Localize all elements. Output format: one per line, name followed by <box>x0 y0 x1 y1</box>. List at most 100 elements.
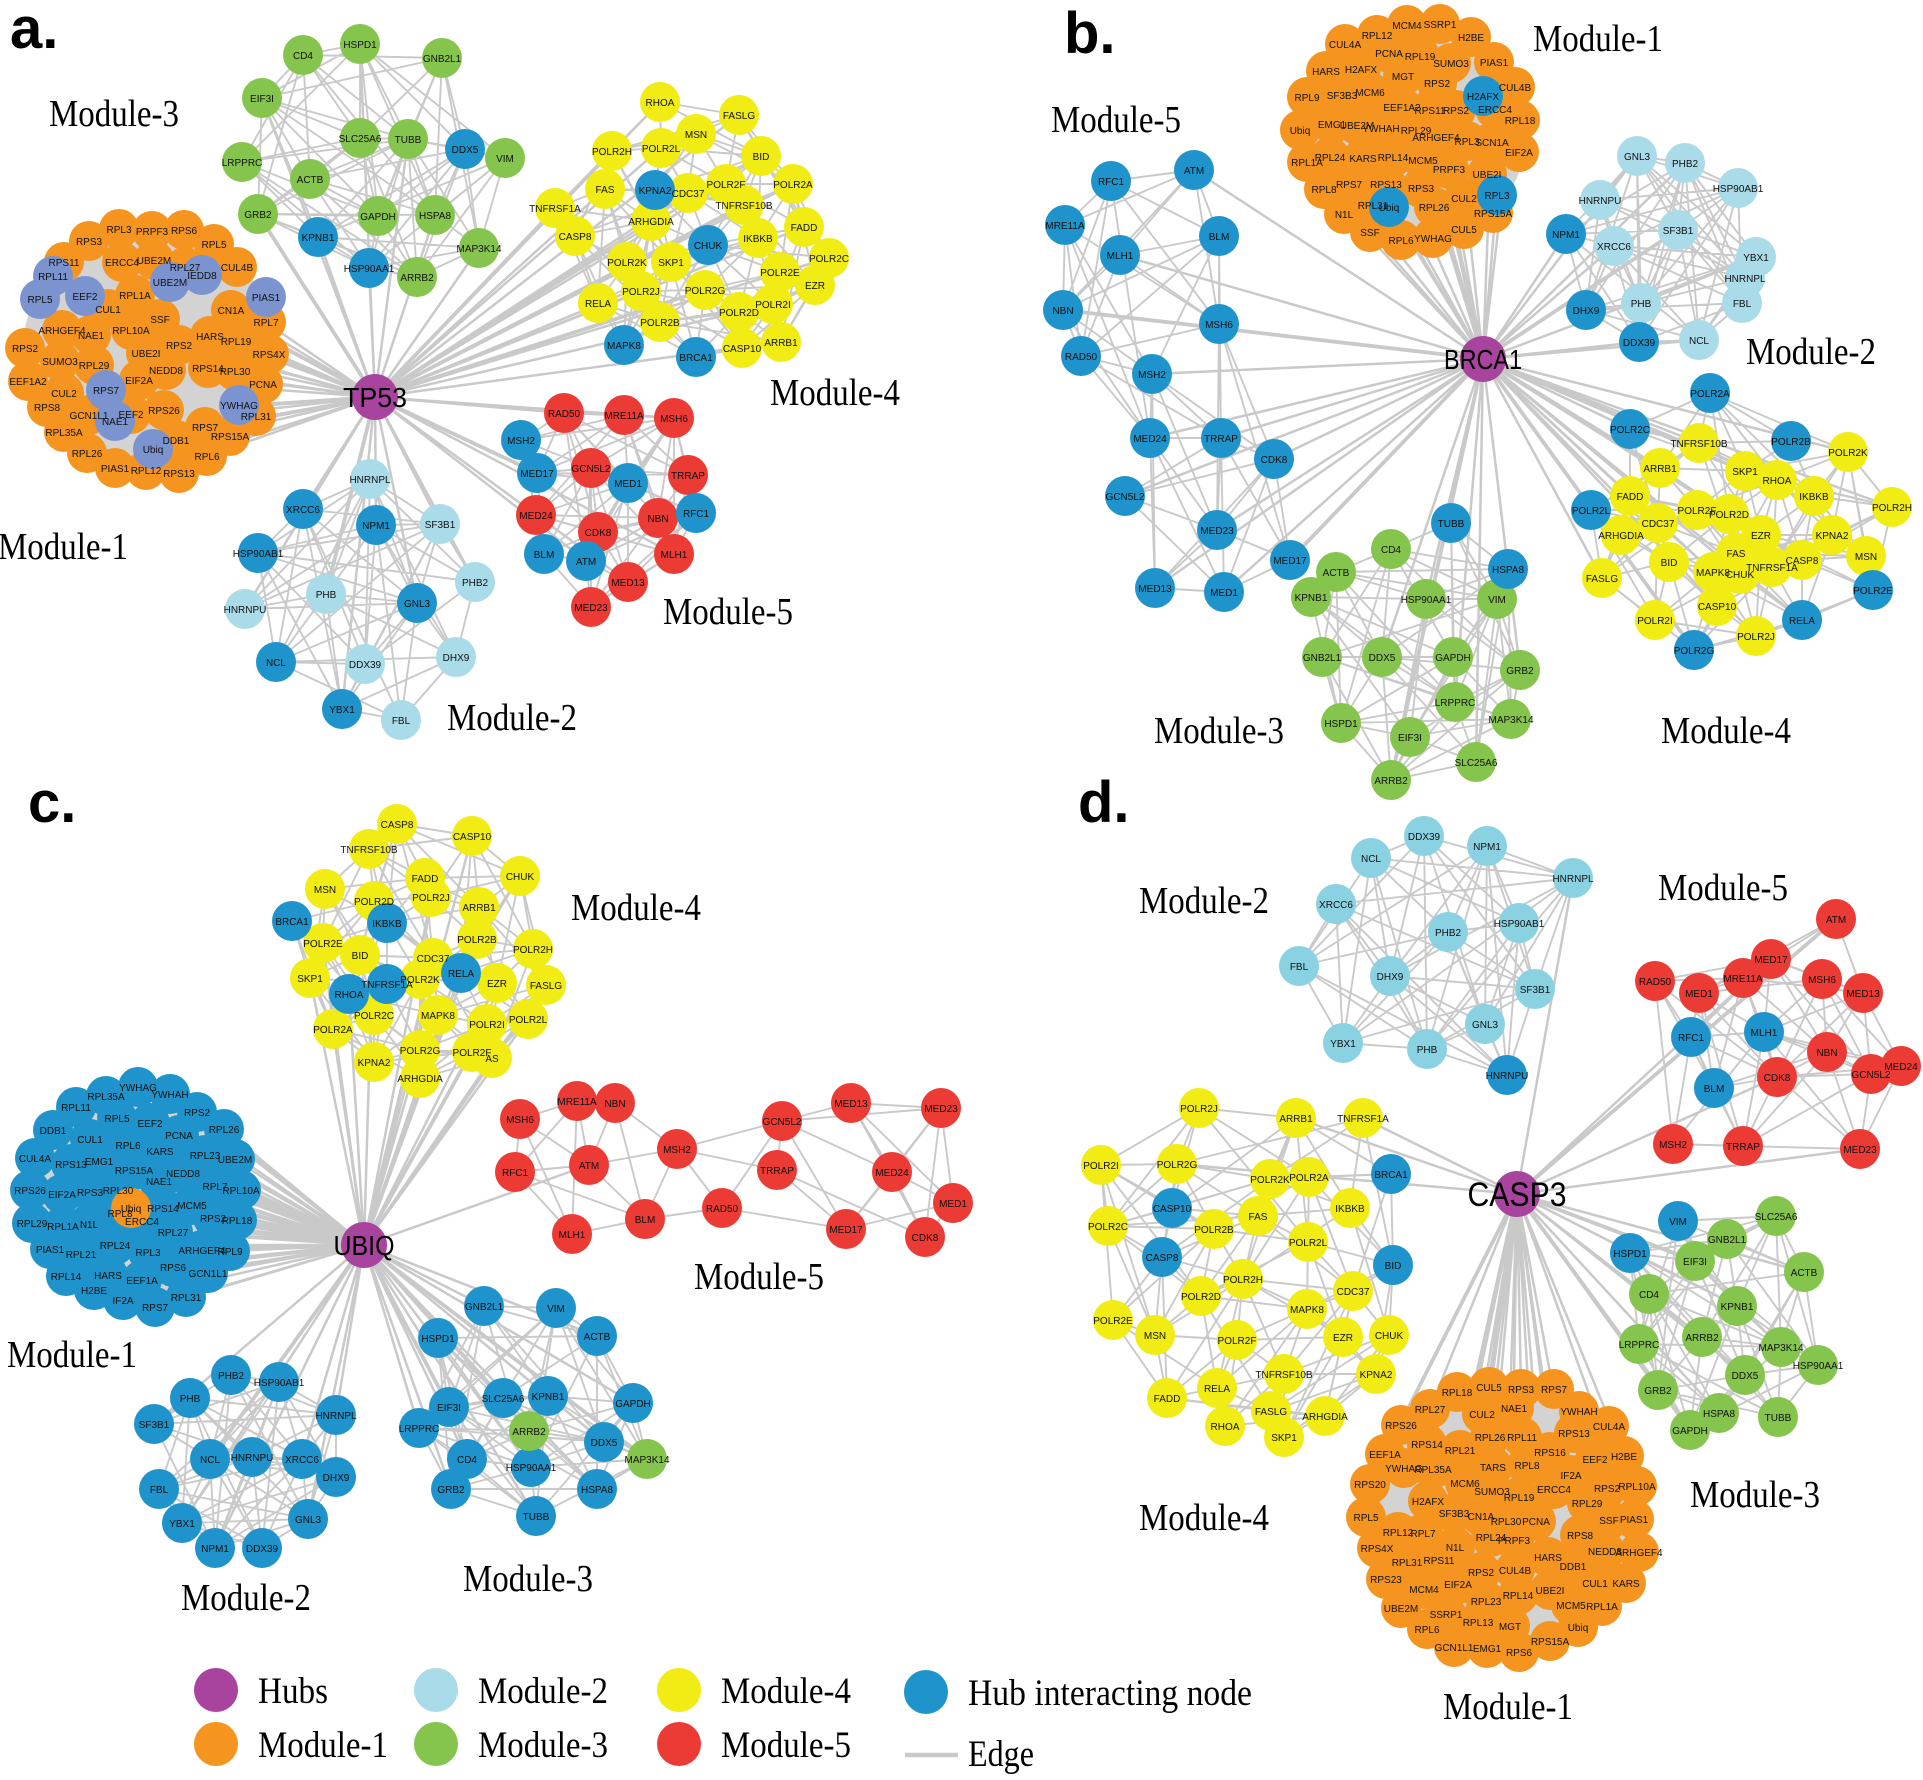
svg-text:BLM: BLM <box>635 1215 656 1226</box>
svg-text:CUL2: CUL2 <box>51 389 77 400</box>
svg-text:XRCC6: XRCC6 <box>285 1455 319 1466</box>
svg-text:MED1: MED1 <box>1210 588 1238 599</box>
svg-text:POLR2I: POLR2I <box>469 1020 505 1031</box>
svg-text:RPL5: RPL5 <box>201 240 226 251</box>
svg-text:HNRNPU: HNRNPU <box>231 1453 274 1464</box>
svg-text:TNFRSF10B: TNFRSF10B <box>1670 439 1728 450</box>
svg-text:YWHAG: YWHAG <box>119 1083 157 1094</box>
svg-text:RPL10A: RPL10A <box>1618 1482 1656 1493</box>
svg-text:RPL19: RPL19 <box>1504 1493 1535 1504</box>
svg-text:KPNB1: KPNB1 <box>302 233 335 244</box>
svg-text:EEF2: EEF2 <box>72 292 97 303</box>
svg-text:HNRNPL: HNRNPL <box>349 475 391 486</box>
svg-text:KARS: KARS <box>146 1147 174 1158</box>
svg-text:HSP90AA1: HSP90AA1 <box>506 1463 557 1474</box>
svg-text:SUMO3: SUMO3 <box>42 357 78 368</box>
svg-text:HNRNPU: HNRNPU <box>1579 196 1622 207</box>
svg-text:MRE11A: MRE11A <box>1045 221 1085 232</box>
svg-text:POLR2H: POLR2H <box>1872 503 1912 514</box>
svg-text:POLR2I: POLR2I <box>1083 1161 1119 1172</box>
svg-text:NEDD8: NEDD8 <box>1588 1547 1622 1558</box>
svg-text:HNRNPU: HNRNPU <box>224 605 267 616</box>
svg-text:RPL1A: RPL1A <box>47 1222 79 1233</box>
svg-text:GNB2L1: GNB2L1 <box>465 1302 504 1313</box>
svg-text:TNFRSF1A: TNFRSF1A <box>361 980 413 991</box>
svg-text:ATM: ATM <box>1826 915 1846 926</box>
svg-text:RPS26: RPS26 <box>14 1186 46 1197</box>
svg-text:SKP1: SKP1 <box>658 258 684 269</box>
svg-text:Module-1: Module-1 <box>1533 18 1663 60</box>
svg-text:PCNA: PCNA <box>165 1131 193 1142</box>
svg-text:IKBKB: IKBKB <box>1799 492 1829 503</box>
svg-text:RELA: RELA <box>585 299 611 310</box>
svg-text:SLC25A6: SLC25A6 <box>339 134 382 145</box>
svg-text:IKBKB: IKBKB <box>1335 1204 1365 1215</box>
svg-text:RFC1: RFC1 <box>502 1168 529 1179</box>
svg-text:Module-2: Module-2 <box>1139 880 1269 922</box>
svg-text:RHOA: RHOA <box>646 98 675 109</box>
svg-text:Ubiq: Ubiq <box>143 445 164 456</box>
svg-text:CASP8: CASP8 <box>1786 556 1819 567</box>
svg-text:RPL9: RPL9 <box>1294 93 1319 104</box>
svg-text:CDK8: CDK8 <box>585 528 612 539</box>
svg-text:FBL: FBL <box>150 1485 169 1496</box>
svg-text:TUBB: TUBB <box>1438 519 1465 530</box>
svg-text:POLR2A: POLR2A <box>1289 1173 1329 1184</box>
svg-text:SLC25A6: SLC25A6 <box>1755 1212 1798 1223</box>
svg-text:RPL29: RPL29 <box>1572 1499 1603 1510</box>
svg-text:EMG1: EMG1 <box>85 1157 114 1168</box>
svg-text:N1L: N1L <box>1446 1543 1465 1554</box>
svg-text:DHX9: DHX9 <box>1377 972 1404 983</box>
svg-text:SLC25A6: SLC25A6 <box>1455 758 1498 769</box>
svg-text:POLR2A: POLR2A <box>1690 389 1730 400</box>
svg-text:Ubiq: Ubiq <box>1568 1623 1589 1634</box>
svg-text:HSP90AB1: HSP90AB1 <box>1713 184 1764 195</box>
svg-text:EIF2A: EIF2A <box>48 1190 76 1201</box>
svg-text:EIF2A: EIF2A <box>1444 1580 1472 1591</box>
svg-text:RPL31: RPL31 <box>241 412 272 423</box>
svg-text:IF2A: IF2A <box>1560 1471 1581 1482</box>
svg-text:Module-4: Module-4 <box>1139 1497 1269 1539</box>
svg-text:RPL5: RPL5 <box>1353 1513 1378 1524</box>
svg-text:BRCA1: BRCA1 <box>1374 1170 1408 1181</box>
svg-text:RPS4X: RPS4X <box>1361 1544 1394 1555</box>
svg-text:SLC25A6: SLC25A6 <box>482 1394 525 1405</box>
svg-text:RPS13: RPS13 <box>1370 180 1402 191</box>
svg-text:DDB1: DDB1 <box>1560 1562 1587 1573</box>
svg-text:GCN1L1: GCN1L1 <box>1435 1643 1474 1654</box>
svg-text:MLH1: MLH1 <box>1751 1028 1778 1039</box>
svg-text:RPS7: RPS7 <box>93 386 120 397</box>
svg-text:SSF: SSF <box>1360 228 1379 239</box>
svg-text:PIAS1: PIAS1 <box>36 1245 65 1256</box>
svg-text:VIM: VIM <box>1488 595 1506 606</box>
svg-text:RPL30: RPL30 <box>220 367 251 378</box>
svg-text:RFC1: RFC1 <box>683 509 710 520</box>
svg-text:UBE2I: UBE2I <box>1536 1586 1565 1597</box>
svg-text:ARHGDIA: ARHGDIA <box>628 217 674 228</box>
svg-text:GCN1L1: GCN1L1 <box>70 411 109 422</box>
svg-text:RPL14: RPL14 <box>51 1272 82 1283</box>
svg-text:ACTB: ACTB <box>1323 568 1350 579</box>
svg-text:CUL5: CUL5 <box>1451 225 1477 236</box>
svg-text:Module-3: Module-3 <box>1690 1474 1820 1516</box>
svg-text:YWHAG: YWHAG <box>220 401 258 412</box>
svg-text:MAP3K14: MAP3K14 <box>1758 1343 1803 1354</box>
svg-text:POLR2J: POLR2J <box>622 287 660 298</box>
svg-text:RPL8: RPL8 <box>1514 1461 1539 1472</box>
svg-text:RPL5: RPL5 <box>27 295 52 306</box>
svg-text:SF3B3: SF3B3 <box>1439 1509 1470 1520</box>
svg-text:CUL4A: CUL4A <box>19 1154 52 1165</box>
svg-text:PHB: PHB <box>316 590 337 601</box>
svg-text:RPL3: RPL3 <box>1454 137 1479 148</box>
svg-text:CHUK: CHUK <box>1726 570 1755 581</box>
svg-text:MAP3K14: MAP3K14 <box>456 244 501 255</box>
svg-text:RPL7: RPL7 <box>1410 1529 1435 1540</box>
svg-text:POLR2D: POLR2D <box>354 897 394 908</box>
svg-text:ARHGDIA: ARHGDIA <box>397 1074 443 1085</box>
svg-text:DDX39: DDX39 <box>246 1544 279 1555</box>
svg-text:PCNA: PCNA <box>1375 49 1403 60</box>
svg-text:CUL4B: CUL4B <box>221 263 254 274</box>
svg-text:GNB2L1: GNB2L1 <box>1303 653 1342 664</box>
svg-text:GRB2: GRB2 <box>1506 666 1534 677</box>
svg-text:Hub interacting node: Hub interacting node <box>968 1673 1252 1714</box>
